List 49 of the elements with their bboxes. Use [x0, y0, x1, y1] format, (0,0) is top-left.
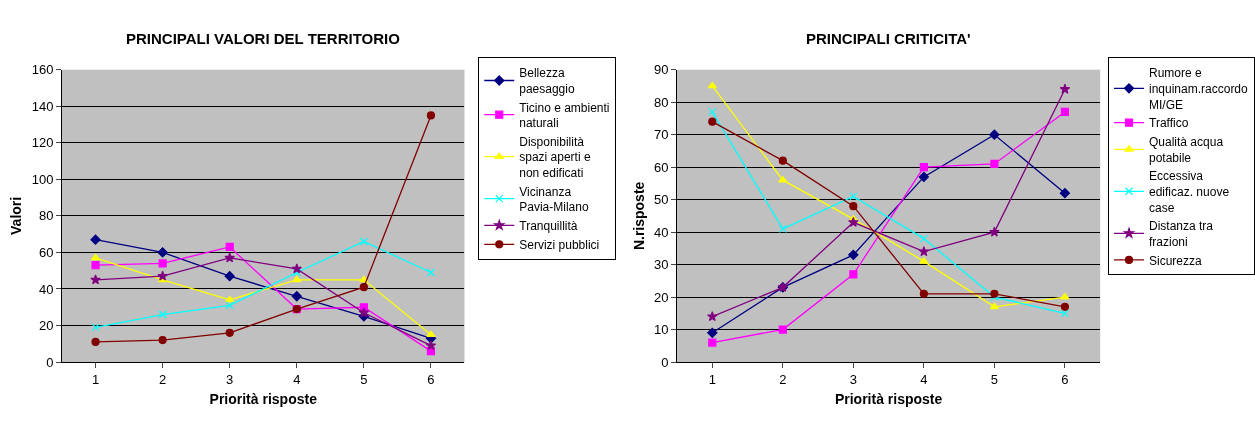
- legend-label: Rumore e inquinam.raccordo MI/GE: [1149, 66, 1249, 112]
- legend-label: Ticino e ambienti naturali: [519, 100, 610, 131]
- x-tick-label: 4: [293, 371, 301, 387]
- y-tick-label: 0: [46, 354, 54, 370]
- y-tick-label: 50: [653, 192, 669, 208]
- legend-label: Tranquillità: [519, 218, 578, 233]
- x-tick-label: 1: [91, 371, 100, 387]
- x-tick-label: 5: [990, 371, 999, 387]
- x-tick-label: 2: [779, 371, 787, 387]
- y-tick-label: 20: [653, 289, 669, 305]
- y-tick-label: 60: [38, 244, 54, 260]
- x-tick-label: 6: [1061, 371, 1069, 387]
- y-axis-title: N.risposte: [630, 181, 647, 251]
- x-tick-label: 5: [360, 371, 368, 387]
- legend-label: Eccessiva edificaz. nuove case: [1149, 169, 1230, 215]
- y-tick-label: 0: [661, 354, 669, 370]
- legend-label: Bellezza paesaggio: [519, 66, 575, 96]
- y-tick-label: 40: [38, 281, 54, 297]
- y-tick-label: 80: [38, 208, 54, 224]
- x-tick-label: 3: [226, 371, 234, 387]
- x-tick-label: 3: [849, 371, 857, 387]
- y-tick-label: 40: [653, 224, 669, 240]
- y-tick-label: 30: [653, 257, 669, 273]
- y-axis-title: Valori: [8, 196, 25, 235]
- y-tick-label: 90: [653, 62, 669, 78]
- y-tick-label: 20: [38, 318, 54, 334]
- legend-label: Qualità acqua potabile: [1149, 135, 1224, 165]
- x-axis-title: Priorità risposte: [209, 390, 318, 407]
- y-tick-label: 120: [31, 135, 54, 151]
- legend-label: Disponibilità spazi aperti e non edificati: [519, 134, 591, 180]
- y-tick-label: 140: [31, 98, 54, 114]
- legend-label: Servizi pubblici: [519, 237, 600, 252]
- x-tick-label: 4: [920, 371, 928, 387]
- y-tick-label: 160: [31, 62, 54, 78]
- x-axis-title: Priorità risposte: [834, 390, 943, 407]
- x-tick-label: 1: [708, 371, 716, 387]
- legend-label: Traffico: [1149, 116, 1189, 131]
- x-tick-label: 6: [427, 371, 435, 387]
- legend-label: Distanza tra frazioni: [1149, 219, 1214, 249]
- y-tick-label: 80: [653, 94, 669, 110]
- x-tick-label: 2: [159, 371, 167, 387]
- y-tick-label: 100: [31, 171, 54, 187]
- y-tick-label: 60: [653, 159, 669, 175]
- y-tick-label: 10: [653, 322, 669, 338]
- legend-label: Sicurezza: [1149, 253, 1203, 268]
- chart-title: PRINCIPALI VALORI DEL TERRITORIO: [126, 30, 401, 47]
- y-tick-label: 70: [653, 127, 669, 143]
- chart-title: PRINCIPALI CRITICITA': [806, 30, 971, 47]
- legend-label: Vicinanza Pavia-Milano: [519, 184, 589, 215]
